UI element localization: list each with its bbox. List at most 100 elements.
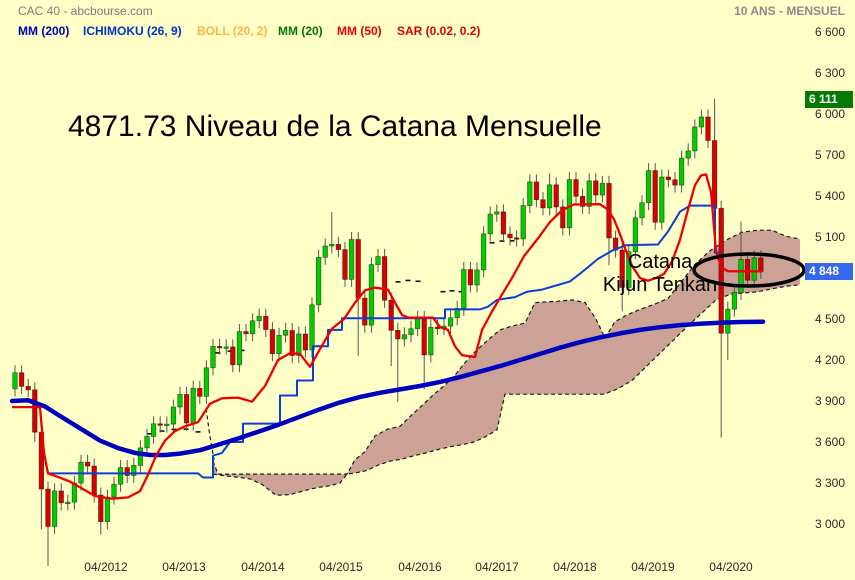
candle-down <box>593 180 599 196</box>
candle-up <box>51 490 58 527</box>
candle-down <box>744 259 751 281</box>
candle-down <box>533 181 540 201</box>
candle-down <box>342 249 348 280</box>
candle-down <box>421 317 427 356</box>
mm200-line <box>9 319 766 458</box>
legend-item-boll-2[interactable]: BOLL (20, 2) <box>197 24 268 38</box>
x-axis-label: 04/2014 <box>241 560 285 574</box>
legend-item-ichimoku-1[interactable]: ICHIMOKU (26, 9) <box>83 24 182 38</box>
candle-up <box>599 182 606 196</box>
x-axis-label: 04/2016 <box>398 560 442 574</box>
candle-down <box>45 488 51 527</box>
candle-down <box>507 233 513 239</box>
y-axis-label: 6 000 <box>814 107 845 121</box>
candle-down <box>289 330 295 356</box>
y-axis-label: 4 500 <box>814 312 845 326</box>
candle-up <box>368 264 375 326</box>
candle-down <box>652 170 658 223</box>
candle-down <box>157 423 163 426</box>
candle-up <box>296 333 302 356</box>
candle-down <box>718 207 724 334</box>
candle-up <box>454 307 460 319</box>
candle-down <box>335 244 342 250</box>
candle-up <box>474 269 480 286</box>
candle-up <box>566 179 573 229</box>
candle-down <box>58 490 64 504</box>
candle-down <box>197 387 203 397</box>
candle-up <box>111 483 117 498</box>
candle-down <box>388 299 394 331</box>
legend-item-sar-5[interactable]: SAR (0.02, 0.2) <box>397 24 481 38</box>
y-axis-label: 3 600 <box>814 435 845 449</box>
candle-down <box>243 331 249 335</box>
candle-down <box>355 239 361 299</box>
candle-up <box>487 213 493 235</box>
catana-annotation: Catana Kijun Tenkan <box>592 251 728 297</box>
candle-up <box>150 423 157 437</box>
candle-up <box>210 345 216 369</box>
candle-up <box>223 346 229 349</box>
y-axis-label: 3 000 <box>814 517 845 531</box>
candle-up <box>12 372 18 390</box>
candle-down <box>560 206 566 229</box>
candle-up <box>685 150 691 159</box>
legend-item-mm-3[interactable]: MM (20) <box>278 24 323 38</box>
annotation-line-2: Kijun Tenkan <box>602 274 718 296</box>
candle-up <box>203 367 210 397</box>
candle-down <box>758 257 764 272</box>
candle-up <box>117 467 124 485</box>
chart-title: 4871.73 Niveau de la Catana Mensuelle <box>68 110 602 143</box>
candle-down <box>230 346 236 366</box>
legend-item-mm-4[interactable]: MM (50) <box>337 24 382 38</box>
candle-up <box>639 202 645 219</box>
candle-up <box>731 292 738 310</box>
y-axis-label: 3 300 <box>814 476 845 490</box>
candle-down <box>216 345 223 349</box>
candle-down <box>124 467 130 476</box>
annotation-line-1: Catana <box>627 251 693 273</box>
candle-up <box>375 256 381 265</box>
candle-up <box>322 245 328 258</box>
candle-up <box>414 317 421 330</box>
candle-down <box>579 195 586 207</box>
candle-up <box>170 406 177 425</box>
catana-highlight-ellipse <box>692 252 806 288</box>
candle-up <box>494 211 500 215</box>
candle-down <box>705 116 711 141</box>
y-axis-label: 3 900 <box>814 394 845 408</box>
candle-up <box>190 387 196 424</box>
candle-up <box>164 423 170 426</box>
mm50-line <box>12 173 763 500</box>
candle-down <box>711 140 718 209</box>
candle-up <box>65 501 71 504</box>
candle-up <box>309 304 315 351</box>
x-axis-label: 04/2013 <box>162 560 206 574</box>
candle-down <box>540 199 546 209</box>
candle-down <box>362 297 368 326</box>
candle-down <box>18 372 25 387</box>
candle-up <box>177 394 183 408</box>
x-axis-label: 04/2017 <box>475 560 519 574</box>
candle-up <box>692 126 698 152</box>
candle-up <box>527 181 533 206</box>
cloud-top-border <box>212 229 801 475</box>
candle-down <box>381 256 388 301</box>
candle-up <box>461 269 467 309</box>
candle-down <box>32 389 38 433</box>
candle-down <box>269 329 276 355</box>
y-axis-label: 6 600 <box>814 25 845 39</box>
candle-down <box>91 465 97 496</box>
y-axis-label: 5 100 <box>814 230 845 244</box>
candle-up <box>546 184 553 209</box>
ichimoku-kijun-tenkan-line <box>48 204 721 479</box>
candle-down <box>302 333 309 351</box>
x-axis-label: 04/2018 <box>553 560 597 574</box>
candle-down <box>672 179 678 186</box>
candle-up <box>137 447 144 466</box>
legend-item-mm-0[interactable]: MM (200) <box>18 24 70 38</box>
candle-down <box>500 211 507 235</box>
candle-up <box>276 334 282 355</box>
candle-down <box>513 237 520 240</box>
candle-up <box>645 170 652 204</box>
